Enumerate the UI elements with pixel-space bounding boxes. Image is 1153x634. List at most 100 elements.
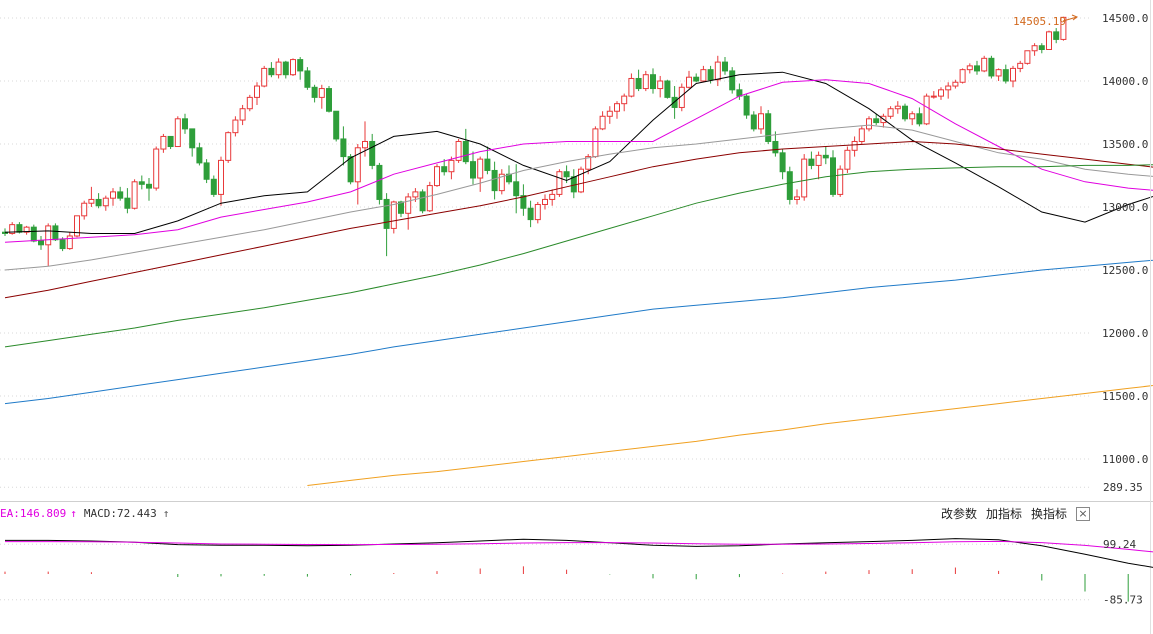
candle-body	[95, 198, 102, 207]
candle	[650, 68, 656, 94]
candle	[304, 67, 311, 90]
macd-up-arrow-icon: ↑	[162, 507, 170, 520]
candle-body	[232, 119, 239, 134]
add-indicator-button[interactable]: 加指标	[985, 507, 1022, 521]
candle	[102, 195, 109, 211]
candle-body	[441, 166, 448, 173]
candle-body	[347, 156, 354, 183]
candle	[599, 111, 606, 131]
price-tick-label: 13500.0	[1102, 138, 1148, 151]
candle-body	[318, 88, 325, 98]
candle-body	[866, 118, 872, 130]
candle-body	[758, 113, 764, 130]
candle-body	[131, 181, 138, 209]
candle-body	[45, 225, 52, 246]
candle-body	[102, 197, 109, 207]
candle-body	[700, 69, 707, 82]
candle-body	[138, 181, 145, 185]
dea-line	[5, 540, 1153, 553]
candle-body	[534, 203, 541, 221]
candle	[693, 73, 700, 83]
candle-body	[779, 152, 786, 173]
candle	[1017, 60, 1024, 73]
ma120-line	[4, 259, 1153, 405]
candle-body	[110, 191, 116, 199]
candle	[837, 165, 844, 197]
candle	[110, 188, 116, 206]
candle	[945, 82, 952, 99]
candle-body	[1046, 31, 1052, 50]
price-tick-label: 11500.0	[1102, 390, 1148, 403]
candle-body	[182, 118, 188, 130]
candle-body	[549, 193, 556, 200]
ma5-line	[4, 71, 1153, 234]
macd-tick-label: 99.24	[1103, 538, 1136, 551]
change-params-button[interactable]: 改参数	[940, 507, 977, 521]
candle-body	[707, 69, 714, 81]
candle	[923, 93, 930, 126]
candle	[326, 86, 332, 113]
candle	[952, 79, 959, 89]
candle-body	[887, 108, 894, 117]
candle-body	[210, 178, 217, 195]
candle	[138, 175, 145, 190]
candle-body	[542, 198, 548, 205]
candle-body	[38, 240, 44, 246]
candle-body	[714, 61, 721, 81]
candle	[549, 189, 556, 206]
candle-body	[30, 226, 37, 242]
candle-body	[743, 95, 750, 116]
candle	[448, 156, 455, 180]
candle	[1046, 30, 1052, 50]
macd-legend: EA:146.809 ↑ MACD:72.443 ↑	[0, 506, 169, 522]
candle	[513, 164, 520, 214]
candle	[340, 126, 347, 166]
price-tick-label: 14500.0	[1102, 12, 1148, 25]
candle-body	[938, 89, 944, 97]
candle-body	[750, 114, 757, 130]
candle-body	[650, 74, 656, 90]
candle	[167, 135, 174, 150]
candle-body	[858, 128, 865, 142]
candle-body	[851, 140, 858, 151]
candle	[333, 110, 340, 142]
candle-body	[808, 158, 815, 166]
candle	[318, 84, 325, 109]
candle-body	[362, 140, 368, 149]
candle-body	[952, 81, 959, 87]
candle-body	[275, 61, 282, 76]
candle	[909, 111, 916, 126]
candle-body	[225, 132, 232, 161]
ma20-line	[4, 124, 1153, 271]
candle-body	[1002, 69, 1009, 82]
candle-body	[642, 74, 649, 90]
candle-body	[117, 191, 124, 199]
candle	[938, 87, 944, 100]
candle-body	[729, 70, 736, 91]
candle-body	[311, 86, 318, 98]
candle	[686, 70, 692, 89]
candle	[794, 189, 800, 205]
candle	[570, 169, 577, 199]
candle-body	[297, 59, 304, 72]
ma10-line	[4, 79, 1153, 243]
candle-body	[426, 185, 433, 212]
candle	[419, 189, 426, 214]
candle-body	[693, 76, 700, 82]
close-indicator-button[interactable]: ×	[1076, 507, 1090, 521]
candle	[801, 154, 808, 201]
candle-body	[916, 113, 923, 125]
candle-body	[995, 69, 1002, 77]
candle	[815, 151, 822, 180]
candle	[578, 166, 584, 194]
candle-body	[434, 166, 440, 187]
candle	[966, 63, 973, 74]
candle-body	[268, 67, 275, 76]
candle-body	[59, 239, 66, 250]
candle-body	[333, 110, 340, 140]
candle-body	[203, 162, 210, 180]
switch-indicator-button[interactable]: 换指标	[1030, 507, 1067, 521]
candle-body	[239, 108, 246, 121]
candle-body	[765, 113, 772, 142]
candle	[477, 156, 484, 192]
